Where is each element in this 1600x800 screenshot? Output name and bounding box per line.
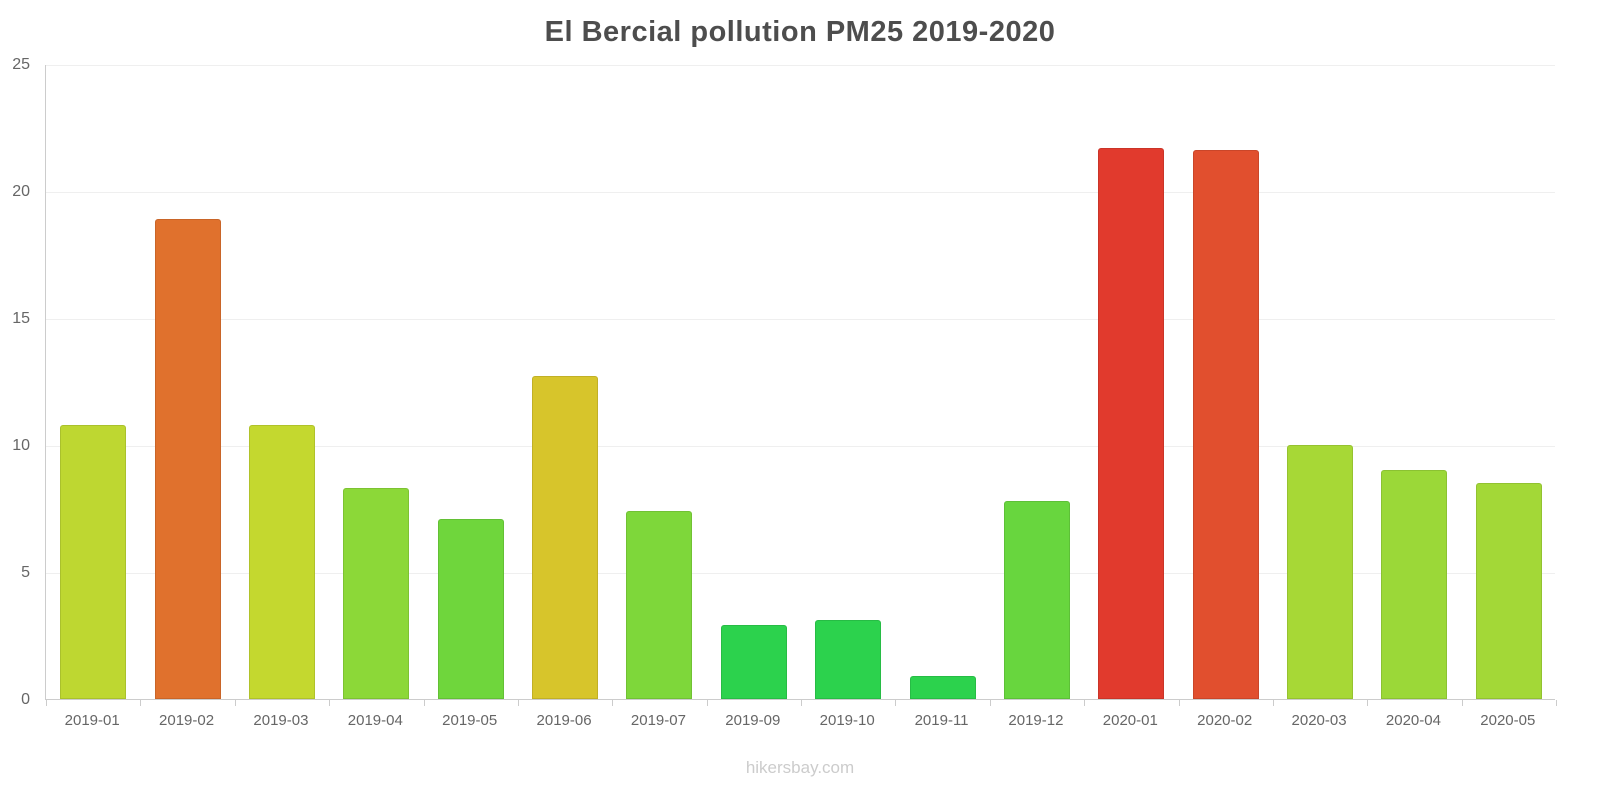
x-axis-tick — [1556, 700, 1557, 706]
x-axis-tick — [517, 700, 519, 706]
x-axis-tick — [706, 700, 708, 706]
x-axis-tick-label: 2019-01 — [64, 712, 120, 729]
x-axis-tick-label: 2020-03 — [1291, 712, 1347, 729]
bar-2020-03 — [1287, 445, 1354, 699]
gridline — [46, 319, 1555, 320]
x-axis-tick — [989, 700, 991, 706]
x-axis-tick-label: 2019-10 — [819, 712, 875, 729]
x-axis-tick-label: 2019-02 — [159, 712, 215, 729]
plot-area — [45, 65, 1557, 706]
bar-2019-02 — [154, 218, 221, 699]
bar-2019-01 — [60, 424, 127, 699]
x-axis-tick — [1461, 700, 1463, 706]
x-axis-tick-label: 2019-09 — [725, 712, 781, 729]
gridline — [46, 573, 1555, 574]
watermark-text: hikersbay.com — [745, 758, 855, 777]
x-axis-tick-label: 2020-01 — [1102, 712, 1158, 729]
x-axis-tick-label: 2019-04 — [347, 712, 403, 729]
x-axis-tick-label: 2020-04 — [1385, 712, 1441, 729]
bar-2019-09 — [720, 625, 787, 699]
bar-2019-05 — [437, 518, 504, 699]
bar-2019-03 — [248, 424, 315, 699]
bar-2019-10 — [815, 620, 882, 699]
x-axis-tick — [329, 700, 331, 706]
bar-2020-02 — [1192, 150, 1259, 699]
x-axis-tick-label: 2019-07 — [630, 712, 686, 729]
x-axis-tick — [423, 700, 425, 706]
x-axis-tick-label: 2019-06 — [536, 712, 592, 729]
x-axis-tick — [895, 700, 897, 706]
y-axis: 0 5 10 15 20 25 — [0, 56, 38, 708]
x-axis-tick — [1272, 700, 1274, 706]
bar-2019-04 — [343, 488, 410, 699]
x-axis-tick-label: 2020-02 — [1197, 712, 1253, 729]
x-axis-tick-label: 2019-11 — [914, 712, 969, 729]
bar-2019-06 — [532, 376, 599, 699]
x-axis-tick — [234, 700, 236, 706]
gridline — [46, 446, 1555, 447]
chart-title: El Bercial pollution PM25 2019-2020 — [544, 16, 1056, 48]
x-axis-tick-label: 2019-12 — [1008, 712, 1064, 729]
y-axis-tick-label: 20 — [12, 183, 30, 200]
x-axis-tick-label: 2020-05 — [1480, 712, 1536, 729]
x-axis-tick — [801, 700, 802, 706]
gridline — [46, 65, 1555, 66]
bar-2019-11 — [909, 676, 976, 699]
bar-2019-12 — [1003, 500, 1070, 699]
x-axis-tick-label: 2019-05 — [442, 712, 498, 729]
y-axis-tick-label: 5 — [21, 564, 30, 581]
y-axis-tick-label: 15 — [12, 310, 30, 327]
gridline — [46, 192, 1555, 193]
x-axis-tick — [612, 700, 614, 706]
x-axis-tick — [1367, 700, 1369, 706]
bar-2020-04 — [1381, 470, 1448, 699]
y-axis-tick-label: 0 — [21, 691, 30, 708]
x-axis-tick — [140, 700, 142, 706]
x-axis-tick — [1084, 700, 1086, 706]
x-axis-tick-label: 2019-03 — [253, 712, 309, 729]
x-axis-tick — [1178, 700, 1180, 706]
x-axis-tick — [46, 700, 47, 706]
y-axis-tick-label: 10 — [12, 437, 30, 454]
x-axis: 2019-01 2019-02 2019-03 2019-04 2019-05 2019-… — [45, 712, 1555, 736]
bar-2019-07 — [626, 511, 693, 699]
bar-2020-05 — [1475, 483, 1542, 699]
y-axis-tick-label: 25 — [12, 56, 30, 73]
bar-2020-01 — [1098, 147, 1165, 699]
